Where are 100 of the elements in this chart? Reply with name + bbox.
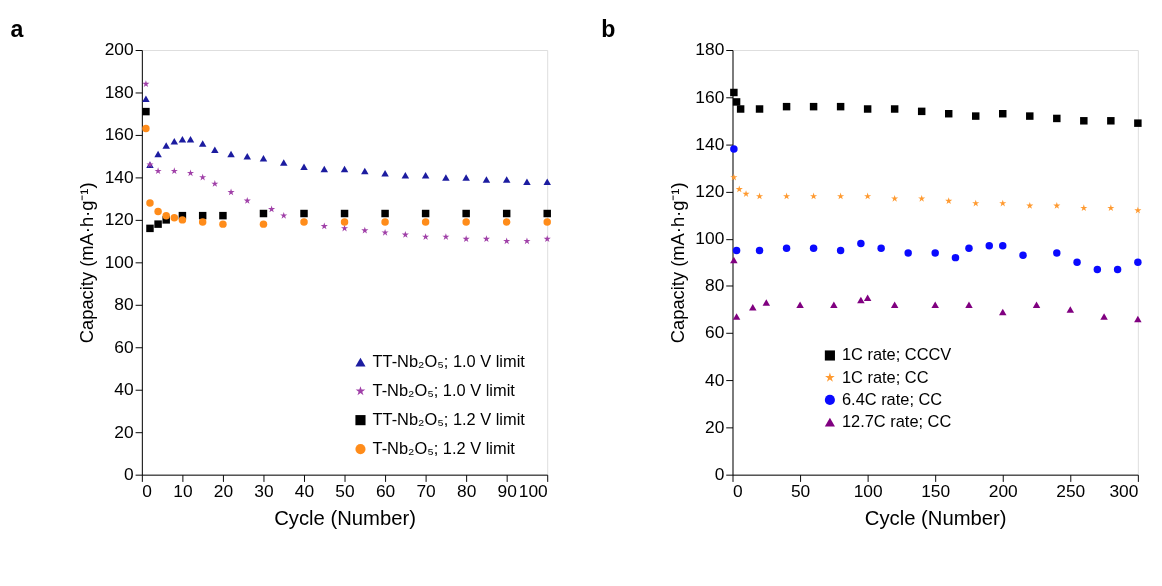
point	[219, 211, 227, 220]
point	[1019, 251, 1027, 259]
point	[736, 105, 745, 113]
point	[320, 165, 329, 173]
point	[1032, 301, 1041, 309]
y-tick-label: 160	[695, 86, 725, 107]
point	[462, 174, 470, 181]
point	[162, 211, 170, 220]
x-tick-label: 90	[497, 481, 517, 502]
point	[732, 98, 741, 106]
x-tick-label: 100	[853, 481, 883, 502]
chart-title: a	[10, 15, 25, 42]
point	[381, 209, 389, 218]
point	[1113, 265, 1122, 274]
point	[340, 218, 349, 226]
x-tick-label: 10	[173, 481, 193, 502]
point	[227, 150, 235, 158]
point	[543, 218, 551, 226]
point	[361, 167, 369, 175]
point	[1107, 204, 1115, 212]
point	[268, 205, 276, 213]
point	[837, 192, 845, 200]
point	[1026, 112, 1034, 120]
point	[891, 194, 899, 202]
point	[462, 235, 470, 243]
point	[300, 209, 308, 218]
point	[421, 172, 430, 179]
point	[735, 185, 743, 193]
x-tick-label: 80	[456, 481, 477, 502]
y-tick-label: 200	[104, 39, 134, 60]
point	[340, 165, 349, 173]
y-tick-label: 100	[104, 251, 134, 272]
point	[1053, 249, 1061, 257]
point	[782, 244, 791, 252]
point	[523, 237, 531, 245]
x-tick-label: 50	[335, 481, 355, 502]
x-tick-label: 50	[790, 481, 811, 502]
y-tick-label: 0	[124, 463, 134, 484]
point	[1066, 306, 1075, 313]
point	[985, 242, 993, 250]
point	[142, 80, 150, 88]
point	[965, 244, 973, 252]
y-tick-label: 160	[104, 124, 134, 145]
point	[211, 146, 219, 154]
point	[931, 301, 939, 309]
point	[1134, 315, 1142, 323]
legend-label: 1C rate; CCCV	[841, 345, 952, 364]
point	[877, 244, 885, 252]
point	[170, 138, 179, 145]
y-tick-label: 60	[705, 322, 725, 343]
x-tick-label: 200	[988, 481, 1018, 502]
point	[198, 218, 207, 226]
x-tick-label: 0	[733, 481, 743, 502]
point	[401, 172, 410, 179]
point	[972, 199, 980, 207]
legend-label: 6.4C rate; CC	[841, 389, 943, 408]
x-tick-label: 60	[375, 481, 396, 502]
point	[863, 105, 872, 113]
point	[170, 214, 179, 222]
point	[1134, 258, 1142, 267]
legend-label: TT-Nb₂O₅; 1.0 V limit	[372, 352, 526, 371]
point	[1080, 204, 1088, 212]
point	[810, 192, 818, 200]
point	[381, 218, 389, 226]
point	[971, 112, 980, 120]
point	[732, 313, 741, 320]
point	[999, 308, 1007, 316]
point	[280, 159, 288, 166]
point	[442, 174, 450, 181]
y-tick-label: 80	[705, 275, 725, 296]
x-tick-label: 300	[1109, 481, 1139, 502]
point	[142, 95, 150, 103]
point	[162, 142, 170, 149]
point	[219, 220, 227, 228]
x-tick-label: 70	[416, 481, 436, 502]
x-axis-title: Cycle (Number)	[274, 507, 416, 530]
point	[154, 207, 162, 216]
point	[730, 88, 738, 97]
point	[904, 249, 912, 257]
point	[951, 253, 960, 262]
point	[864, 192, 872, 200]
point	[482, 176, 491, 183]
point	[154, 167, 162, 175]
point	[320, 222, 328, 230]
x-tick-label: 20	[213, 481, 234, 502]
point	[259, 220, 268, 228]
y-tick-label: 140	[104, 166, 134, 187]
y-tick-label: 20	[114, 421, 134, 442]
y-tick-label: 120	[104, 209, 134, 230]
point	[755, 246, 764, 255]
point	[1073, 258, 1081, 267]
point	[1053, 114, 1061, 123]
legend-label: 12.7C rate; CC	[841, 411, 952, 430]
point	[931, 249, 939, 257]
point	[918, 194, 926, 202]
legend-label: TT-Nb₂O₅; 1.2 V limit	[372, 409, 526, 428]
legend-label: T-Nb₂O₅; 1.2 V limit	[372, 438, 516, 457]
point	[502, 218, 511, 226]
point	[142, 124, 150, 133]
point	[756, 192, 764, 200]
